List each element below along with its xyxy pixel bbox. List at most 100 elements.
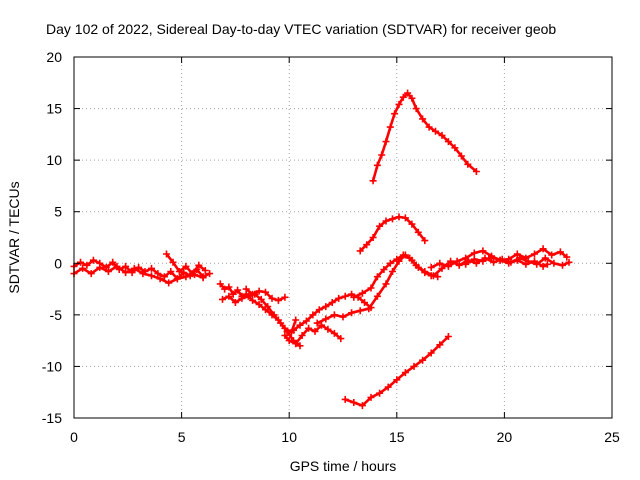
series-track-2 [70, 262, 207, 287]
data-point [350, 399, 358, 406]
data-point [139, 270, 147, 278]
data-point [436, 259, 444, 267]
data-point [169, 258, 177, 266]
data-point [378, 151, 386, 159]
data-point [401, 369, 409, 377]
data-point [373, 273, 381, 281]
y-tick-label: 0 [54, 255, 62, 271]
data-point [399, 251, 407, 259]
data-point [255, 301, 263, 308]
data-point [563, 253, 571, 261]
data-point [421, 237, 429, 245]
data-point [373, 161, 381, 169]
data-point [87, 270, 95, 278]
data-point [264, 303, 272, 311]
data-point [505, 259, 513, 267]
data-point [199, 274, 207, 282]
data-point [341, 395, 349, 403]
data-point [356, 307, 364, 315]
data-point [470, 255, 478, 263]
data-point [436, 341, 444, 349]
data-point [367, 284, 375, 292]
data-point [165, 279, 173, 287]
data-point [122, 269, 130, 277]
data-point [175, 268, 183, 275]
x-tick-label: 25 [604, 429, 620, 445]
data-point [292, 340, 300, 348]
data-point [490, 258, 498, 266]
series-track-12 [369, 89, 480, 185]
data-point [451, 144, 459, 152]
data-point [531, 250, 538, 258]
data-point [156, 275, 164, 283]
plot-frame [73, 56, 613, 419]
data-point [395, 213, 403, 221]
data-point [290, 326, 297, 334]
data-point [556, 248, 564, 256]
data-point [401, 214, 409, 222]
data-point [229, 290, 237, 298]
data-point [479, 247, 487, 255]
data-point [455, 261, 463, 269]
data-point [361, 299, 368, 306]
y-tick-label: 10 [46, 152, 62, 168]
data-point [419, 356, 427, 364]
x-tick-label: 5 [178, 429, 186, 445]
data-point [539, 245, 547, 253]
data-point [154, 270, 162, 278]
data-point [414, 228, 422, 236]
data-point [550, 259, 558, 267]
data-point [408, 220, 416, 228]
data-point [389, 215, 396, 223]
data-point [380, 266, 388, 273]
data-point [496, 256, 504, 264]
data-point [77, 258, 84, 266]
data-point [513, 250, 521, 258]
data-point [339, 313, 347, 321]
data-point [257, 295, 265, 303]
y-tick-label: 5 [54, 204, 62, 220]
data-point [350, 293, 358, 301]
series-track-11 [356, 213, 429, 255]
grid-lines [74, 57, 612, 418]
data-point [315, 306, 323, 314]
data-point [444, 262, 452, 270]
data-point [356, 247, 364, 255]
data-point [285, 337, 293, 345]
data-point [188, 270, 196, 278]
data-point [292, 316, 300, 324]
data-point [367, 393, 375, 401]
data-series [70, 89, 573, 410]
data-point [219, 295, 226, 303]
data-point [386, 259, 394, 267]
data-point [262, 288, 269, 296]
data-point [104, 268, 112, 275]
data-point [221, 285, 229, 293]
data-point [444, 333, 452, 340]
data-point [438, 131, 446, 139]
data-point [438, 264, 446, 272]
x-tick-label: 10 [281, 429, 297, 445]
data-point [341, 292, 349, 300]
data-point [318, 321, 325, 329]
data-point [322, 303, 330, 311]
data-point [386, 123, 394, 131]
data-point [96, 263, 104, 271]
data-point [399, 93, 407, 101]
data-point [382, 217, 390, 225]
data-point [488, 253, 495, 261]
data-point [382, 280, 390, 288]
x-tick-label: 20 [497, 429, 513, 445]
data-point [337, 335, 345, 343]
data-point [412, 105, 420, 113]
data-point [391, 110, 399, 118]
data-point [457, 152, 465, 160]
data-point [324, 325, 332, 333]
data-point [201, 267, 209, 274]
data-point [539, 262, 547, 270]
data-point [182, 273, 190, 281]
series-line [283, 323, 343, 346]
data-point [281, 293, 289, 301]
data-point [389, 268, 396, 275]
data-point [148, 264, 155, 272]
